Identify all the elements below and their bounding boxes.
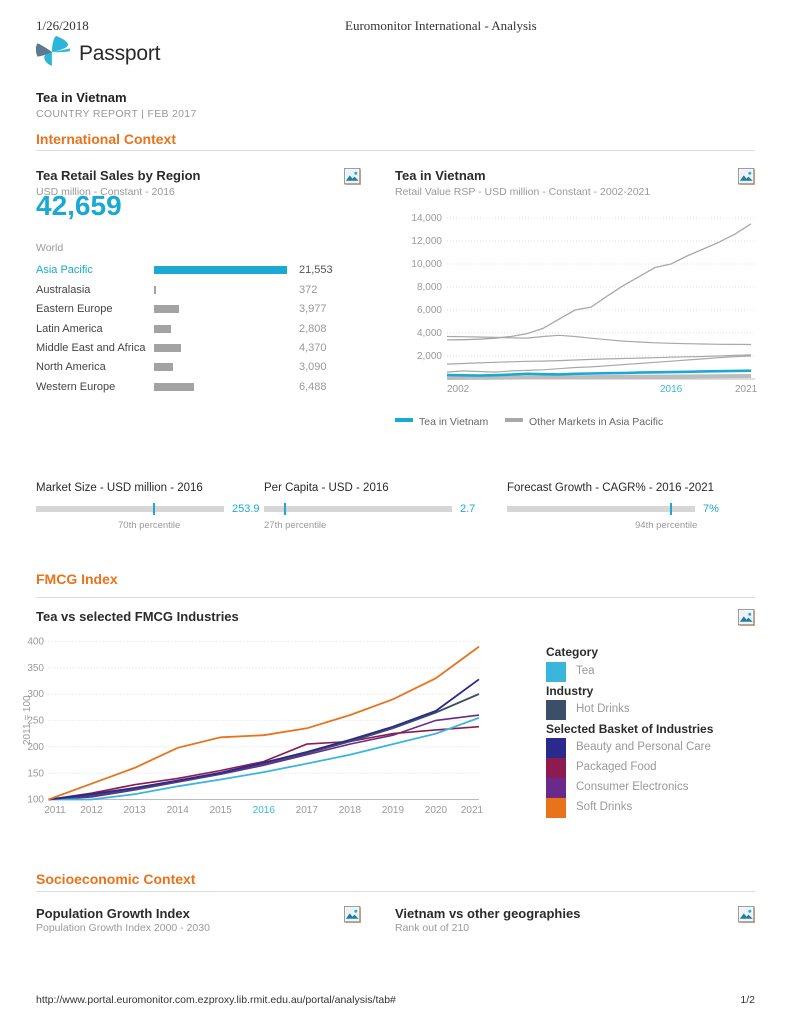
svg-text:250: 250 — [27, 716, 44, 727]
svg-text:2016: 2016 — [253, 805, 276, 816]
svg-text:12,000: 12,000 — [411, 236, 442, 247]
svg-text:2014: 2014 — [167, 805, 190, 816]
svg-text:2021: 2021 — [735, 384, 758, 395]
svg-text:2020: 2020 — [425, 805, 448, 816]
svg-text:350: 350 — [27, 663, 44, 674]
svg-text:200: 200 — [27, 742, 44, 753]
svg-text:2012: 2012 — [80, 805, 103, 816]
svg-text:2017: 2017 — [296, 805, 319, 816]
svg-text:2,000: 2,000 — [417, 351, 442, 362]
svg-text:2019: 2019 — [382, 805, 405, 816]
svg-text:14,000: 14,000 — [411, 213, 442, 224]
svg-text:2011: 2011 — [44, 805, 66, 816]
svg-text:100: 100 — [27, 795, 44, 806]
svg-text:8,000: 8,000 — [417, 282, 442, 293]
svg-text:400: 400 — [27, 637, 44, 648]
svg-text:300: 300 — [27, 689, 44, 700]
svg-text:2013: 2013 — [123, 805, 146, 816]
svg-text:6,000: 6,000 — [417, 305, 442, 316]
svg-text:2018: 2018 — [339, 805, 362, 816]
svg-text:2016: 2016 — [660, 384, 683, 395]
svg-text:2015: 2015 — [210, 805, 233, 816]
svg-text:2002: 2002 — [447, 384, 470, 395]
svg-text:4,000: 4,000 — [417, 328, 442, 339]
svg-text:150: 150 — [27, 768, 44, 779]
svg-text:2021: 2021 — [461, 805, 484, 816]
svg-text:10,000: 10,000 — [411, 259, 442, 270]
